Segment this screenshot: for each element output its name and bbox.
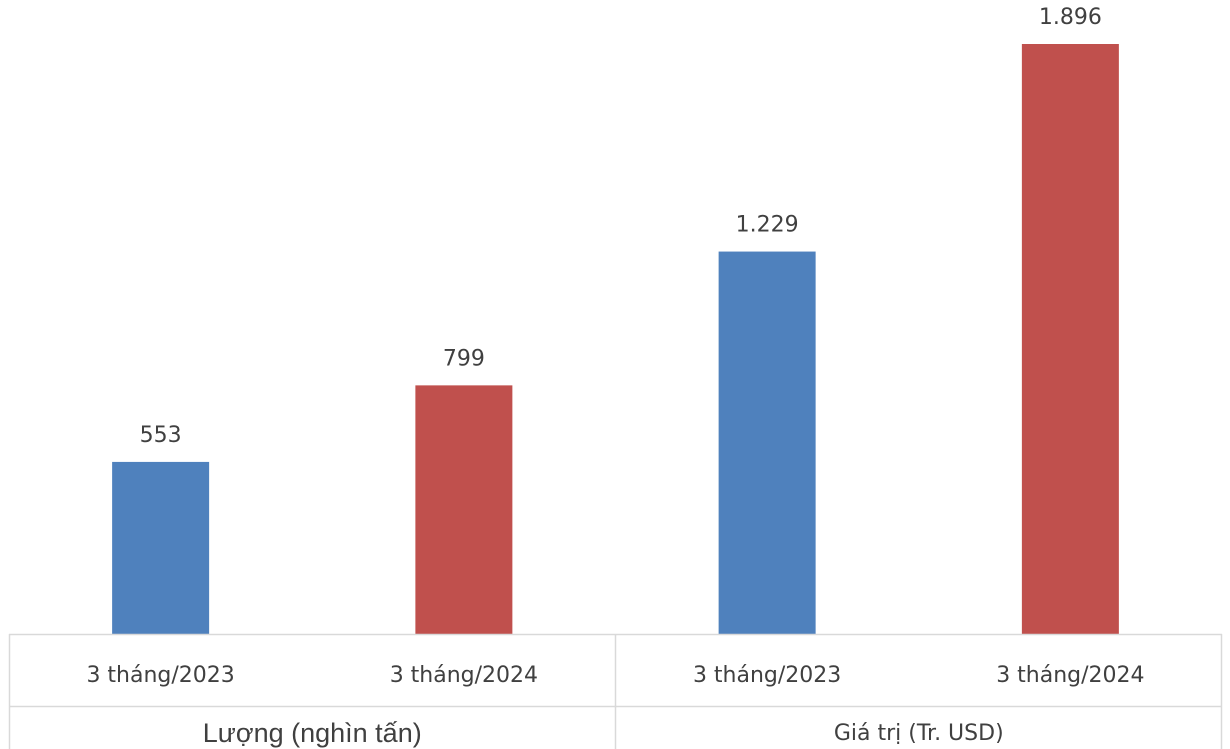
group-label-1: Lượng (nghìn tấn) [203, 718, 422, 748]
bar-1-2 [415, 385, 512, 634]
data-label-2-1: 1.229 [736, 213, 799, 238]
category-axis [9, 634, 1222, 749]
data-label-1-1: 553 [140, 423, 182, 448]
bar-2-2 [1022, 44, 1119, 634]
tick-label-1-1: 3 tháng/2023 [86, 663, 234, 688]
group-label-2: Giá trị (Tr. USD) [834, 721, 1004, 746]
data-label-1-2: 799 [443, 346, 485, 371]
bars-layer [112, 44, 1119, 634]
bar-2-1 [719, 252, 816, 634]
tick-label-2-1: 3 tháng/2023 [693, 663, 841, 688]
tick-label-2-2: 3 tháng/2024 [996, 663, 1144, 688]
tick-label-1-2: 3 tháng/2024 [390, 663, 538, 688]
bar-1-1 [112, 462, 209, 634]
data-label-2-2: 1.896 [1039, 5, 1102, 30]
